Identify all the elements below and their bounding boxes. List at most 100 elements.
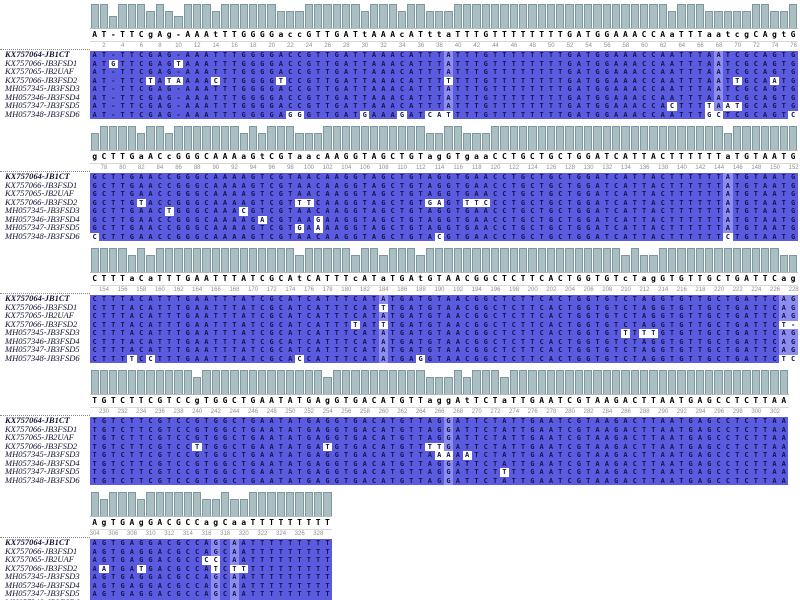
base-cell[interactable]: G <box>248 59 258 68</box>
base-cell[interactable]: C <box>313 173 323 182</box>
base-cell[interactable]: G <box>676 320 686 329</box>
base-cell[interactable]: A <box>425 476 435 485</box>
base-cell[interactable]: T <box>360 85 370 94</box>
base-cell[interactable]: T <box>360 232 370 241</box>
base-cell[interactable]: T <box>592 354 603 363</box>
base-cell[interactable]: T <box>509 425 519 434</box>
base-cell[interactable]: T <box>322 564 333 573</box>
base-cell[interactable]: T <box>499 303 510 312</box>
base-cell[interactable]: T <box>704 215 714 224</box>
base-cell[interactable]: C <box>555 173 565 182</box>
base-cell[interactable]: A <box>127 547 137 556</box>
base-cell[interactable]: T <box>695 303 705 312</box>
base-cell[interactable]: T <box>332 329 342 338</box>
base-cell[interactable]: T <box>285 547 295 556</box>
base-cell[interactable]: C <box>741 417 752 426</box>
base-cell[interactable]: C <box>257 303 267 312</box>
base-cell[interactable]: C <box>266 224 277 233</box>
base-cell[interactable]: A <box>266 417 277 426</box>
base-cell[interactable]: T <box>99 59 109 68</box>
base-cell[interactable]: T <box>462 425 472 434</box>
base-cell[interactable]: T <box>537 190 547 199</box>
base-cell[interactable]: G <box>248 459 258 468</box>
base-cell[interactable]: A <box>285 312 295 321</box>
base-cell[interactable]: A <box>695 417 705 426</box>
base-cell[interactable]: A <box>425 207 435 216</box>
base-cell[interactable]: G <box>211 547 221 556</box>
base-cell[interactable]: C <box>481 451 491 460</box>
base-cell[interactable]: G <box>602 110 612 119</box>
base-cell[interactable]: A <box>425 417 435 426</box>
base-cell[interactable]: G <box>145 556 156 565</box>
base-cell[interactable]: C <box>285 51 295 60</box>
base-cell[interactable]: T <box>201 442 212 451</box>
base-cell[interactable]: A <box>406 85 416 94</box>
base-cell[interactable]: A <box>183 102 193 111</box>
base-cell[interactable]: G <box>276 215 286 224</box>
base-cell[interactable]: G <box>192 207 202 216</box>
base-cell[interactable]: C <box>490 215 500 224</box>
base-cell[interactable]: T <box>527 303 537 312</box>
base-cell[interactable]: A <box>620 85 631 94</box>
base-cell[interactable]: T <box>583 459 593 468</box>
base-cell[interactable]: T <box>546 110 556 119</box>
base-cell[interactable]: C <box>164 581 174 590</box>
base-cell[interactable]: A <box>322 215 333 224</box>
base-cell[interactable]: C <box>462 329 472 338</box>
base-cell[interactable]: C <box>313 232 323 241</box>
base-cell[interactable]: C <box>266 190 277 199</box>
base-cell[interactable]: G <box>350 442 361 451</box>
base-cell[interactable]: T <box>248 303 258 312</box>
base-cell[interactable]: C <box>490 181 500 190</box>
base-cell[interactable]: A <box>574 85 584 94</box>
base-cell[interactable]: C <box>164 547 174 556</box>
base-cell[interactable]: A <box>360 312 370 321</box>
base-cell[interactable]: A <box>760 224 770 233</box>
base-cell[interactable]: T <box>676 59 686 68</box>
base-cell[interactable]: C <box>145 417 156 426</box>
base-cell[interactable]: A <box>220 181 230 190</box>
base-cell[interactable]: T <box>229 346 239 355</box>
base-cell[interactable]: T <box>127 476 137 485</box>
base-cell[interactable]: T <box>322 295 333 304</box>
base-cell[interactable]: G <box>443 468 454 477</box>
base-cell[interactable]: G <box>602 346 612 355</box>
base-cell[interactable]: G <box>658 354 668 363</box>
base-cell[interactable]: G <box>443 190 454 199</box>
base-cell[interactable]: T <box>732 215 742 224</box>
base-cell[interactable]: C <box>183 425 193 434</box>
base-cell[interactable]: T <box>117 68 128 77</box>
base-cell[interactable]: G <box>574 476 584 485</box>
base-cell[interactable]: T <box>164 320 174 329</box>
base-cell[interactable]: A <box>127 581 137 590</box>
base-cell[interactable]: G <box>481 312 491 321</box>
base-cell[interactable]: A <box>192 51 202 60</box>
base-cell[interactable]: A <box>201 110 212 119</box>
base-cell[interactable]: A <box>155 85 165 94</box>
base-cell[interactable]: A <box>760 190 770 199</box>
base-cell[interactable]: T <box>695 207 705 216</box>
base-cell[interactable]: C <box>490 173 500 182</box>
base-cell[interactable]: C <box>164 590 174 599</box>
base-cell[interactable]: G <box>173 190 184 199</box>
base-cell[interactable]: T <box>313 539 323 548</box>
base-cell[interactable]: C <box>145 476 156 485</box>
base-cell[interactable]: T <box>294 598 305 600</box>
base-cell[interactable]: G <box>127 181 137 190</box>
base-cell[interactable]: G <box>676 346 686 355</box>
base-cell[interactable]: A <box>229 198 239 207</box>
base-cell[interactable]: G <box>611 434 621 443</box>
base-cell[interactable]: T <box>509 468 519 477</box>
base-cell[interactable]: A <box>704 93 714 102</box>
base-cell[interactable]: A <box>546 451 556 460</box>
base-cell[interactable]: A <box>769 468 780 477</box>
base-cell[interactable]: T <box>518 354 528 363</box>
base-cell[interactable]: G <box>332 417 342 426</box>
base-cell[interactable]: G <box>397 476 407 485</box>
base-cell[interactable]: A <box>658 51 668 60</box>
base-cell[interactable]: A <box>257 468 267 477</box>
base-cell[interactable]: A <box>453 425 463 434</box>
base-cell[interactable]: A <box>546 442 556 451</box>
base-cell[interactable]: C <box>658 207 668 216</box>
base-cell[interactable]: G <box>704 476 714 485</box>
